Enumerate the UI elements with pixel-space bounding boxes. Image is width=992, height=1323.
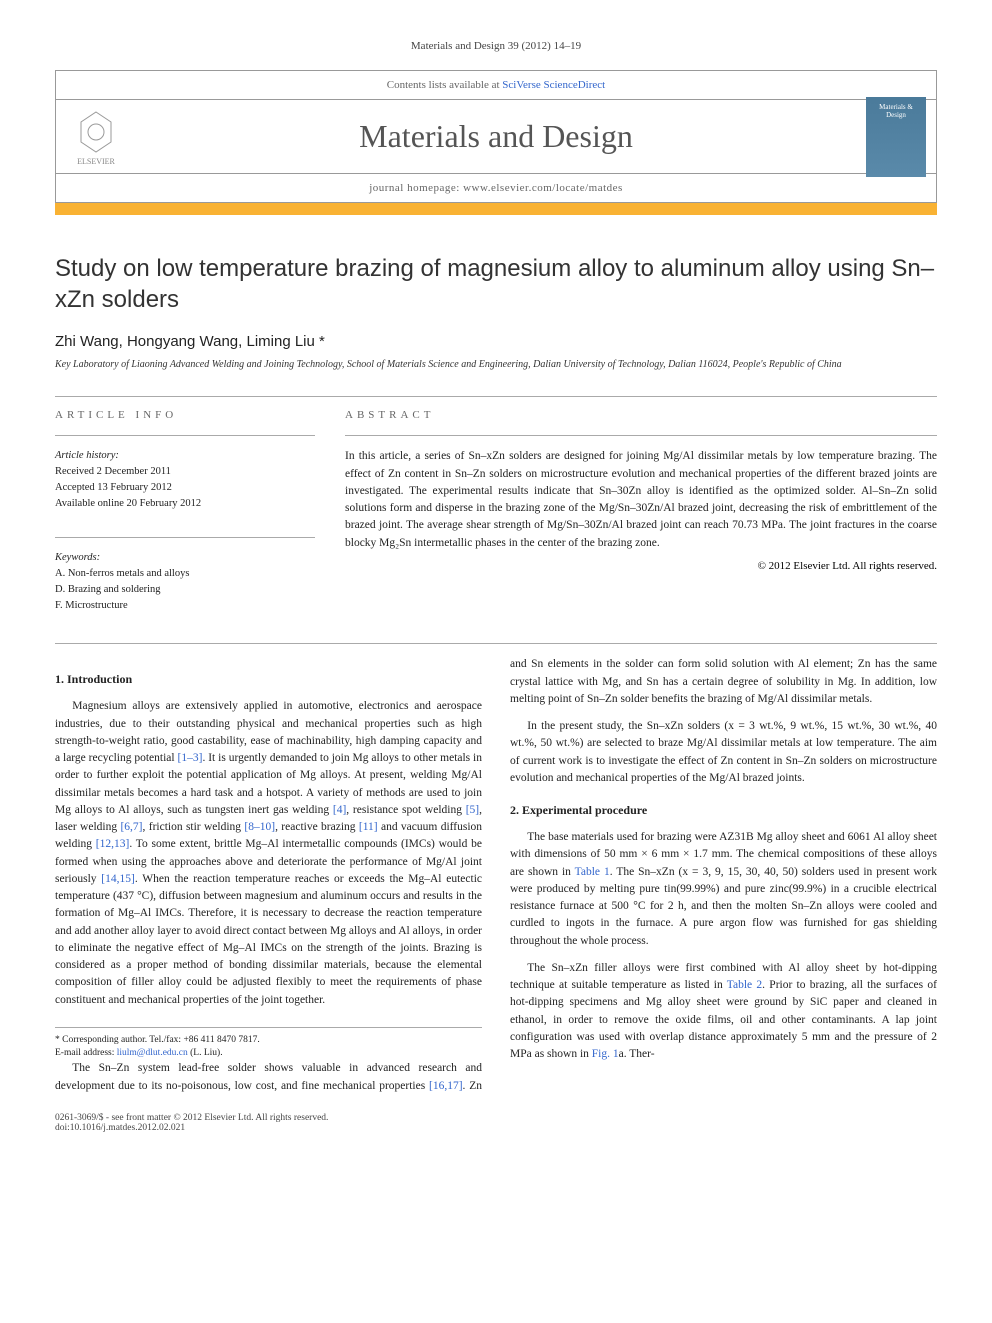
exp-p2: The Sn–xZn filler alloys were first comb… (510, 960, 937, 1064)
exp-p1: The base materials used for brazing were… (510, 829, 937, 950)
citation-link[interactable]: [1–3] (178, 752, 203, 764)
page-footer: 0261-3069/$ - see front matter © 2012 El… (55, 1113, 937, 1133)
citation-link[interactable]: [11] (359, 821, 378, 833)
keywords: Keywords: A. Non-ferros metals and alloy… (55, 550, 315, 613)
abstract-text: In this article, a series of Sn–xZn sold… (345, 448, 937, 552)
accent-bar (55, 203, 937, 215)
contents-line: Contents lists available at SciVerse Sci… (56, 71, 936, 100)
journal-name: Materials and Design (136, 118, 856, 155)
journal-reference: Materials and Design 39 (2012) 14–19 (55, 40, 937, 52)
email-link[interactable]: liulm@dlut.edu.cn (117, 1048, 188, 1058)
homepage-url[interactable]: www.elsevier.com/locate/matdes (463, 182, 623, 194)
divider (55, 396, 937, 397)
corresponding-author-footnote: * Corresponding author. Tel./fax: +86 41… (55, 1027, 482, 1061)
citation-link[interactable]: [12,13] (96, 838, 130, 850)
citation-link[interactable]: [5] (466, 804, 479, 816)
intro-p3: In the present study, the Sn–xZn solders… (510, 718, 937, 787)
homepage-line: journal homepage: www.elsevier.com/locat… (56, 173, 936, 202)
article-history: Article history: Received 2 December 201… (55, 448, 315, 511)
citation-link[interactable]: [16,17] (429, 1080, 463, 1092)
article-info-label: ARTICLE INFO (55, 409, 315, 421)
abstract-label: ABSTRACT (345, 409, 937, 421)
sciencedirect-link[interactable]: SciVerse ScienceDirect (502, 79, 605, 91)
citation-link[interactable]: [4] (333, 804, 346, 816)
section-2-heading: 2. Experimental procedure (510, 801, 937, 819)
authors: Zhi Wang, Hongyang Wang, Liming Liu * (55, 333, 937, 350)
figure-link[interactable]: Fig. 1 (592, 1048, 619, 1060)
intro-p1: Magnesium alloys are extensively applied… (55, 698, 482, 1009)
article-title: Study on low temperature brazing of magn… (55, 253, 937, 315)
citation-link[interactable]: [6,7] (120, 821, 142, 833)
copyright: © 2012 Elsevier Ltd. All rights reserved… (345, 560, 937, 572)
citation-link[interactable]: [14,15] (101, 873, 135, 885)
article-body: 1. Introduction Magnesium alloys are ext… (55, 656, 937, 1095)
affiliation: Key Laboratory of Liaoning Advanced Weld… (55, 358, 937, 372)
table-link[interactable]: Table 1 (575, 866, 610, 878)
table-link[interactable]: Table 2 (727, 979, 762, 991)
citation-link[interactable]: [8–10] (244, 821, 275, 833)
section-1-heading: 1. Introduction (55, 670, 482, 688)
journal-header: ELSEVIER Materials & Design Contents lis… (55, 70, 937, 203)
